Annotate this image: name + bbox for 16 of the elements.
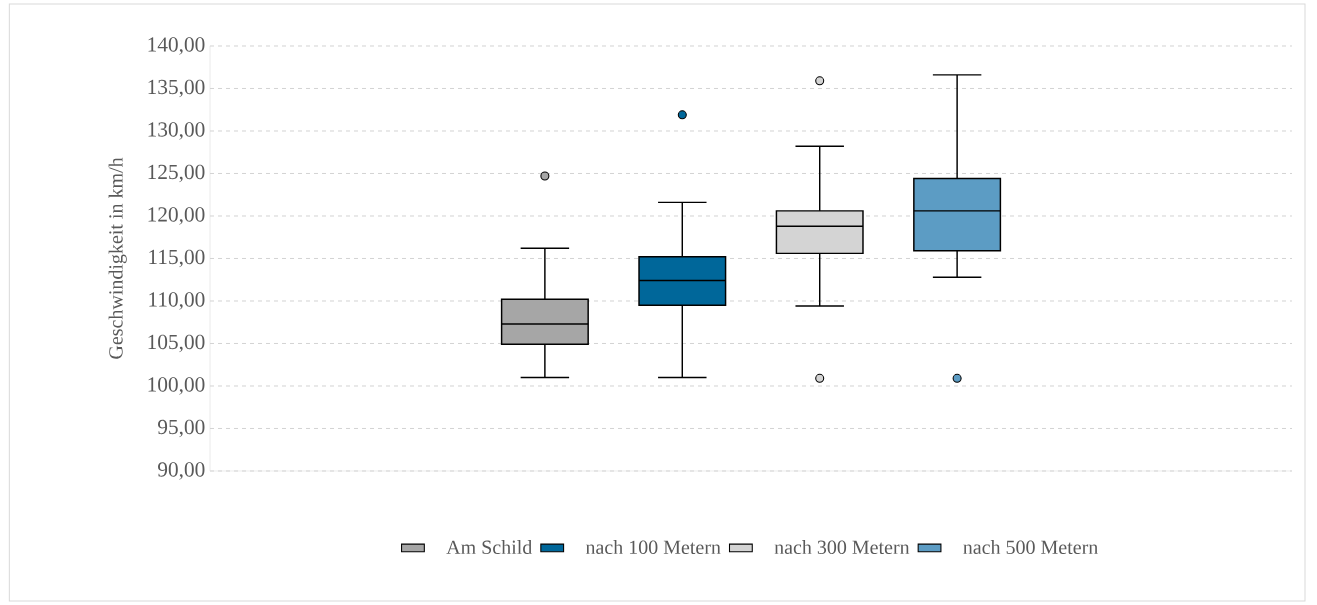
y-tick-label: 105,00 [148,334,205,353]
legend-label: nach 100 Metern [585,539,721,555]
y-tick-label: 135,00 [148,79,205,98]
y-tick-label: 120,00 [148,207,205,225]
legend-label: nach 500 Metern [963,539,1098,555]
y-axis-title: Geschwindigkeit in km/h [108,157,127,359]
y-tick-label: 125,00 [148,164,205,183]
y-tick-label: 95,00 [157,419,205,438]
y-tick-label: 140,00 [148,37,205,55]
y-tick-label: 90,00 [157,462,205,480]
y-tick-label: 115,00 [149,249,205,268]
legend-label: Am Schild [446,539,533,555]
y-tick-label: 110,00 [149,292,205,310]
legend-label: nach 300 Metern [774,539,910,555]
y-tick-label: 130,00 [148,122,205,140]
y-tick-label: 100,00 [148,377,205,395]
